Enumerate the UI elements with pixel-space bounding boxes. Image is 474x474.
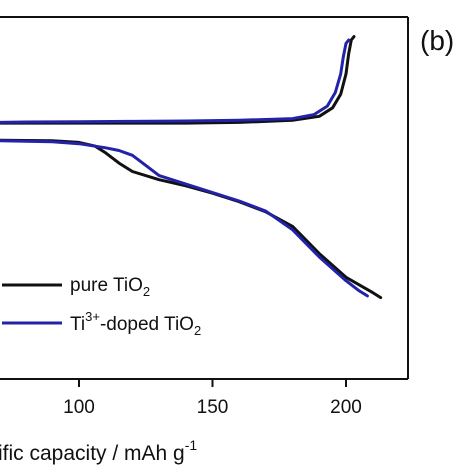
x-axis-label-sup: -1 bbox=[185, 437, 198, 453]
x-tick-label-100: 100 bbox=[63, 397, 95, 418]
x-tick-label-150: 150 bbox=[197, 397, 229, 418]
x-axis-label: ific capacity / mAh g-1 bbox=[0, 437, 197, 465]
data-lines bbox=[0, 35, 383, 300]
x-axis-tick-labels: 100 150 200 bbox=[63, 397, 362, 418]
legend-label-pure-tio2-sub: 2 bbox=[143, 284, 150, 299]
legend-label-ti3-sup: 3+ bbox=[85, 309, 100, 324]
legend-label-ti3-mid: -doped TiO bbox=[100, 314, 194, 335]
x-axis-ticks bbox=[78, 379, 347, 387]
panel-label: (b) bbox=[420, 25, 454, 56]
series-ti3-doped-tio2-discharge-line bbox=[0, 139, 369, 298]
legend-label-ti3-base: Ti bbox=[70, 314, 85, 335]
x-tick-label-200: 200 bbox=[330, 397, 362, 418]
series-ti3-doped-tio2-charge-line bbox=[0, 38, 351, 124]
x-axis-label-text: ific capacity / mAh g bbox=[0, 442, 185, 465]
legend-label-pure-tio2-base: pure TiO bbox=[70, 275, 143, 296]
legend-label-pure-tio2: pure TiO2 bbox=[70, 275, 150, 299]
legend-label-ti3-doped-tio2: Ti3+-doped TiO2 bbox=[70, 309, 201, 338]
legend-label-ti3-sub: 2 bbox=[194, 323, 201, 338]
legend: pure TiO2 Ti3+-doped TiO2 bbox=[2, 275, 201, 338]
